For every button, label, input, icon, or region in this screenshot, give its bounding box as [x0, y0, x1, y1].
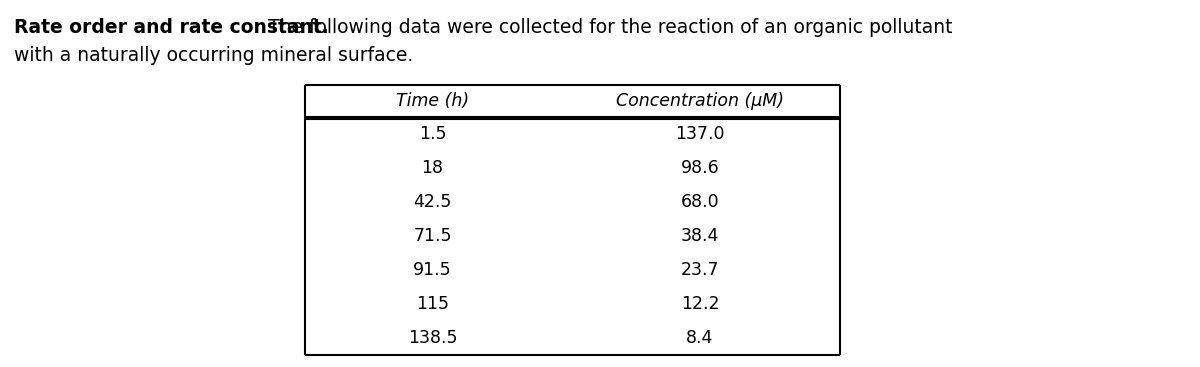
- Text: 23.7: 23.7: [680, 261, 719, 279]
- Text: 138.5: 138.5: [408, 329, 457, 347]
- Text: 71.5: 71.5: [413, 227, 451, 245]
- Text: 68.0: 68.0: [680, 193, 719, 211]
- Text: The following data were collected for the reaction of an organic pollutant: The following data were collected for th…: [262, 18, 953, 37]
- Text: Rate order and rate constant.: Rate order and rate constant.: [14, 18, 329, 37]
- Text: 137.0: 137.0: [676, 125, 725, 143]
- Text: 1.5: 1.5: [419, 125, 446, 143]
- Text: 115: 115: [416, 295, 449, 313]
- Text: 38.4: 38.4: [680, 227, 719, 245]
- Text: 18: 18: [421, 159, 444, 177]
- Text: Time (h): Time (h): [396, 92, 469, 110]
- Text: with a naturally occurring mineral surface.: with a naturally occurring mineral surfa…: [14, 46, 413, 65]
- Text: 91.5: 91.5: [413, 261, 452, 279]
- Text: 12.2: 12.2: [680, 295, 719, 313]
- Text: 98.6: 98.6: [680, 159, 719, 177]
- Text: Concentration (μM): Concentration (μM): [616, 92, 784, 110]
- Text: 8.4: 8.4: [686, 329, 714, 347]
- Text: 42.5: 42.5: [413, 193, 451, 211]
